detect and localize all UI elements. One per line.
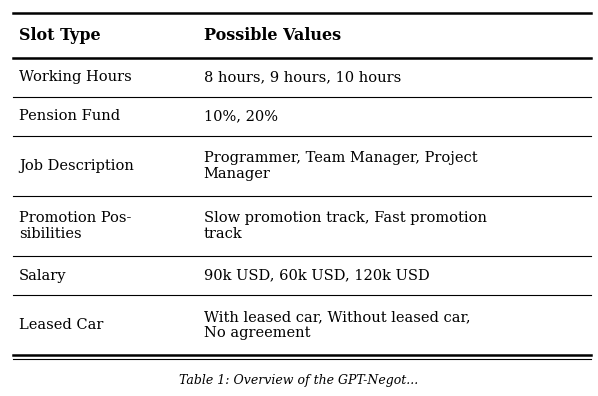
Text: 8 hours, 9 hours, 10 hours: 8 hours, 9 hours, 10 hours — [204, 70, 401, 84]
Text: Pension Fund: Pension Fund — [19, 109, 120, 123]
Text: With leased car, Without leased car,
No agreement: With leased car, Without leased car, No … — [204, 310, 471, 340]
Text: Salary: Salary — [19, 268, 67, 283]
Text: Slot Type: Slot Type — [19, 27, 101, 44]
Text: Promotion Pos-
sibilities: Promotion Pos- sibilities — [19, 211, 132, 241]
Text: Job Description: Job Description — [19, 159, 134, 173]
Text: Working Hours: Working Hours — [19, 70, 132, 84]
Text: 90k USD, 60k USD, 120k USD: 90k USD, 60k USD, 120k USD — [204, 268, 429, 283]
Text: Programmer, Team Manager, Project
Manager: Programmer, Team Manager, Project Manage… — [204, 151, 477, 181]
Text: Table 1: Overview of the GPT-Negot...: Table 1: Overview of the GPT-Negot... — [179, 374, 419, 387]
Text: Possible Values: Possible Values — [204, 27, 341, 44]
Text: 10%, 20%: 10%, 20% — [204, 109, 277, 123]
Text: Leased Car: Leased Car — [19, 318, 103, 332]
Text: Slow promotion track, Fast promotion
track: Slow promotion track, Fast promotion tra… — [204, 211, 487, 241]
